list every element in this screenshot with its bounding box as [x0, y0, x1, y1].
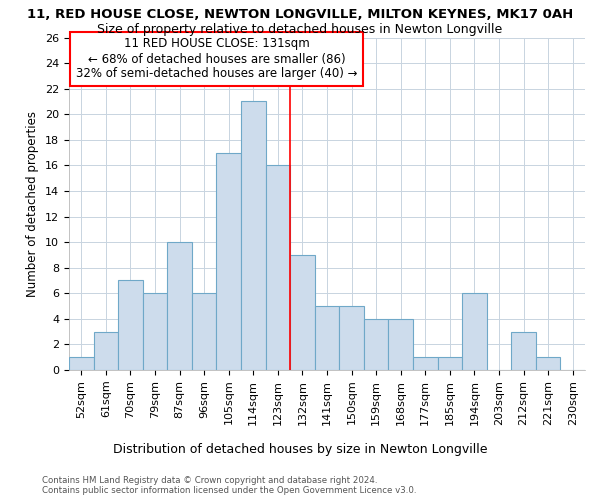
Bar: [290, 255, 315, 370]
Text: Size of property relative to detached houses in Newton Longville: Size of property relative to detached ho…: [97, 22, 503, 36]
Text: Contains HM Land Registry data © Crown copyright and database right 2024.
Contai: Contains HM Land Registry data © Crown c…: [42, 476, 416, 495]
Y-axis label: Number of detached properties: Number of detached properties: [26, 111, 40, 296]
Bar: [339, 306, 364, 370]
Bar: [388, 319, 413, 370]
Bar: [118, 280, 143, 370]
Bar: [192, 294, 217, 370]
Bar: [143, 294, 167, 370]
Bar: [94, 332, 118, 370]
Bar: [413, 357, 437, 370]
Bar: [315, 306, 339, 370]
Bar: [266, 166, 290, 370]
Bar: [167, 242, 192, 370]
Bar: [462, 294, 487, 370]
Bar: [364, 319, 388, 370]
Text: Distribution of detached houses by size in Newton Longville: Distribution of detached houses by size …: [113, 442, 487, 456]
Bar: [536, 357, 560, 370]
Bar: [69, 357, 94, 370]
Text: 11 RED HOUSE CLOSE: 131sqm
← 68% of detached houses are smaller (86)
32% of semi: 11 RED HOUSE CLOSE: 131sqm ← 68% of deta…: [76, 38, 357, 80]
Bar: [511, 332, 536, 370]
Text: 11, RED HOUSE CLOSE, NEWTON LONGVILLE, MILTON KEYNES, MK17 0AH: 11, RED HOUSE CLOSE, NEWTON LONGVILLE, M…: [27, 8, 573, 20]
Bar: [217, 152, 241, 370]
Bar: [437, 357, 462, 370]
Bar: [241, 102, 266, 370]
